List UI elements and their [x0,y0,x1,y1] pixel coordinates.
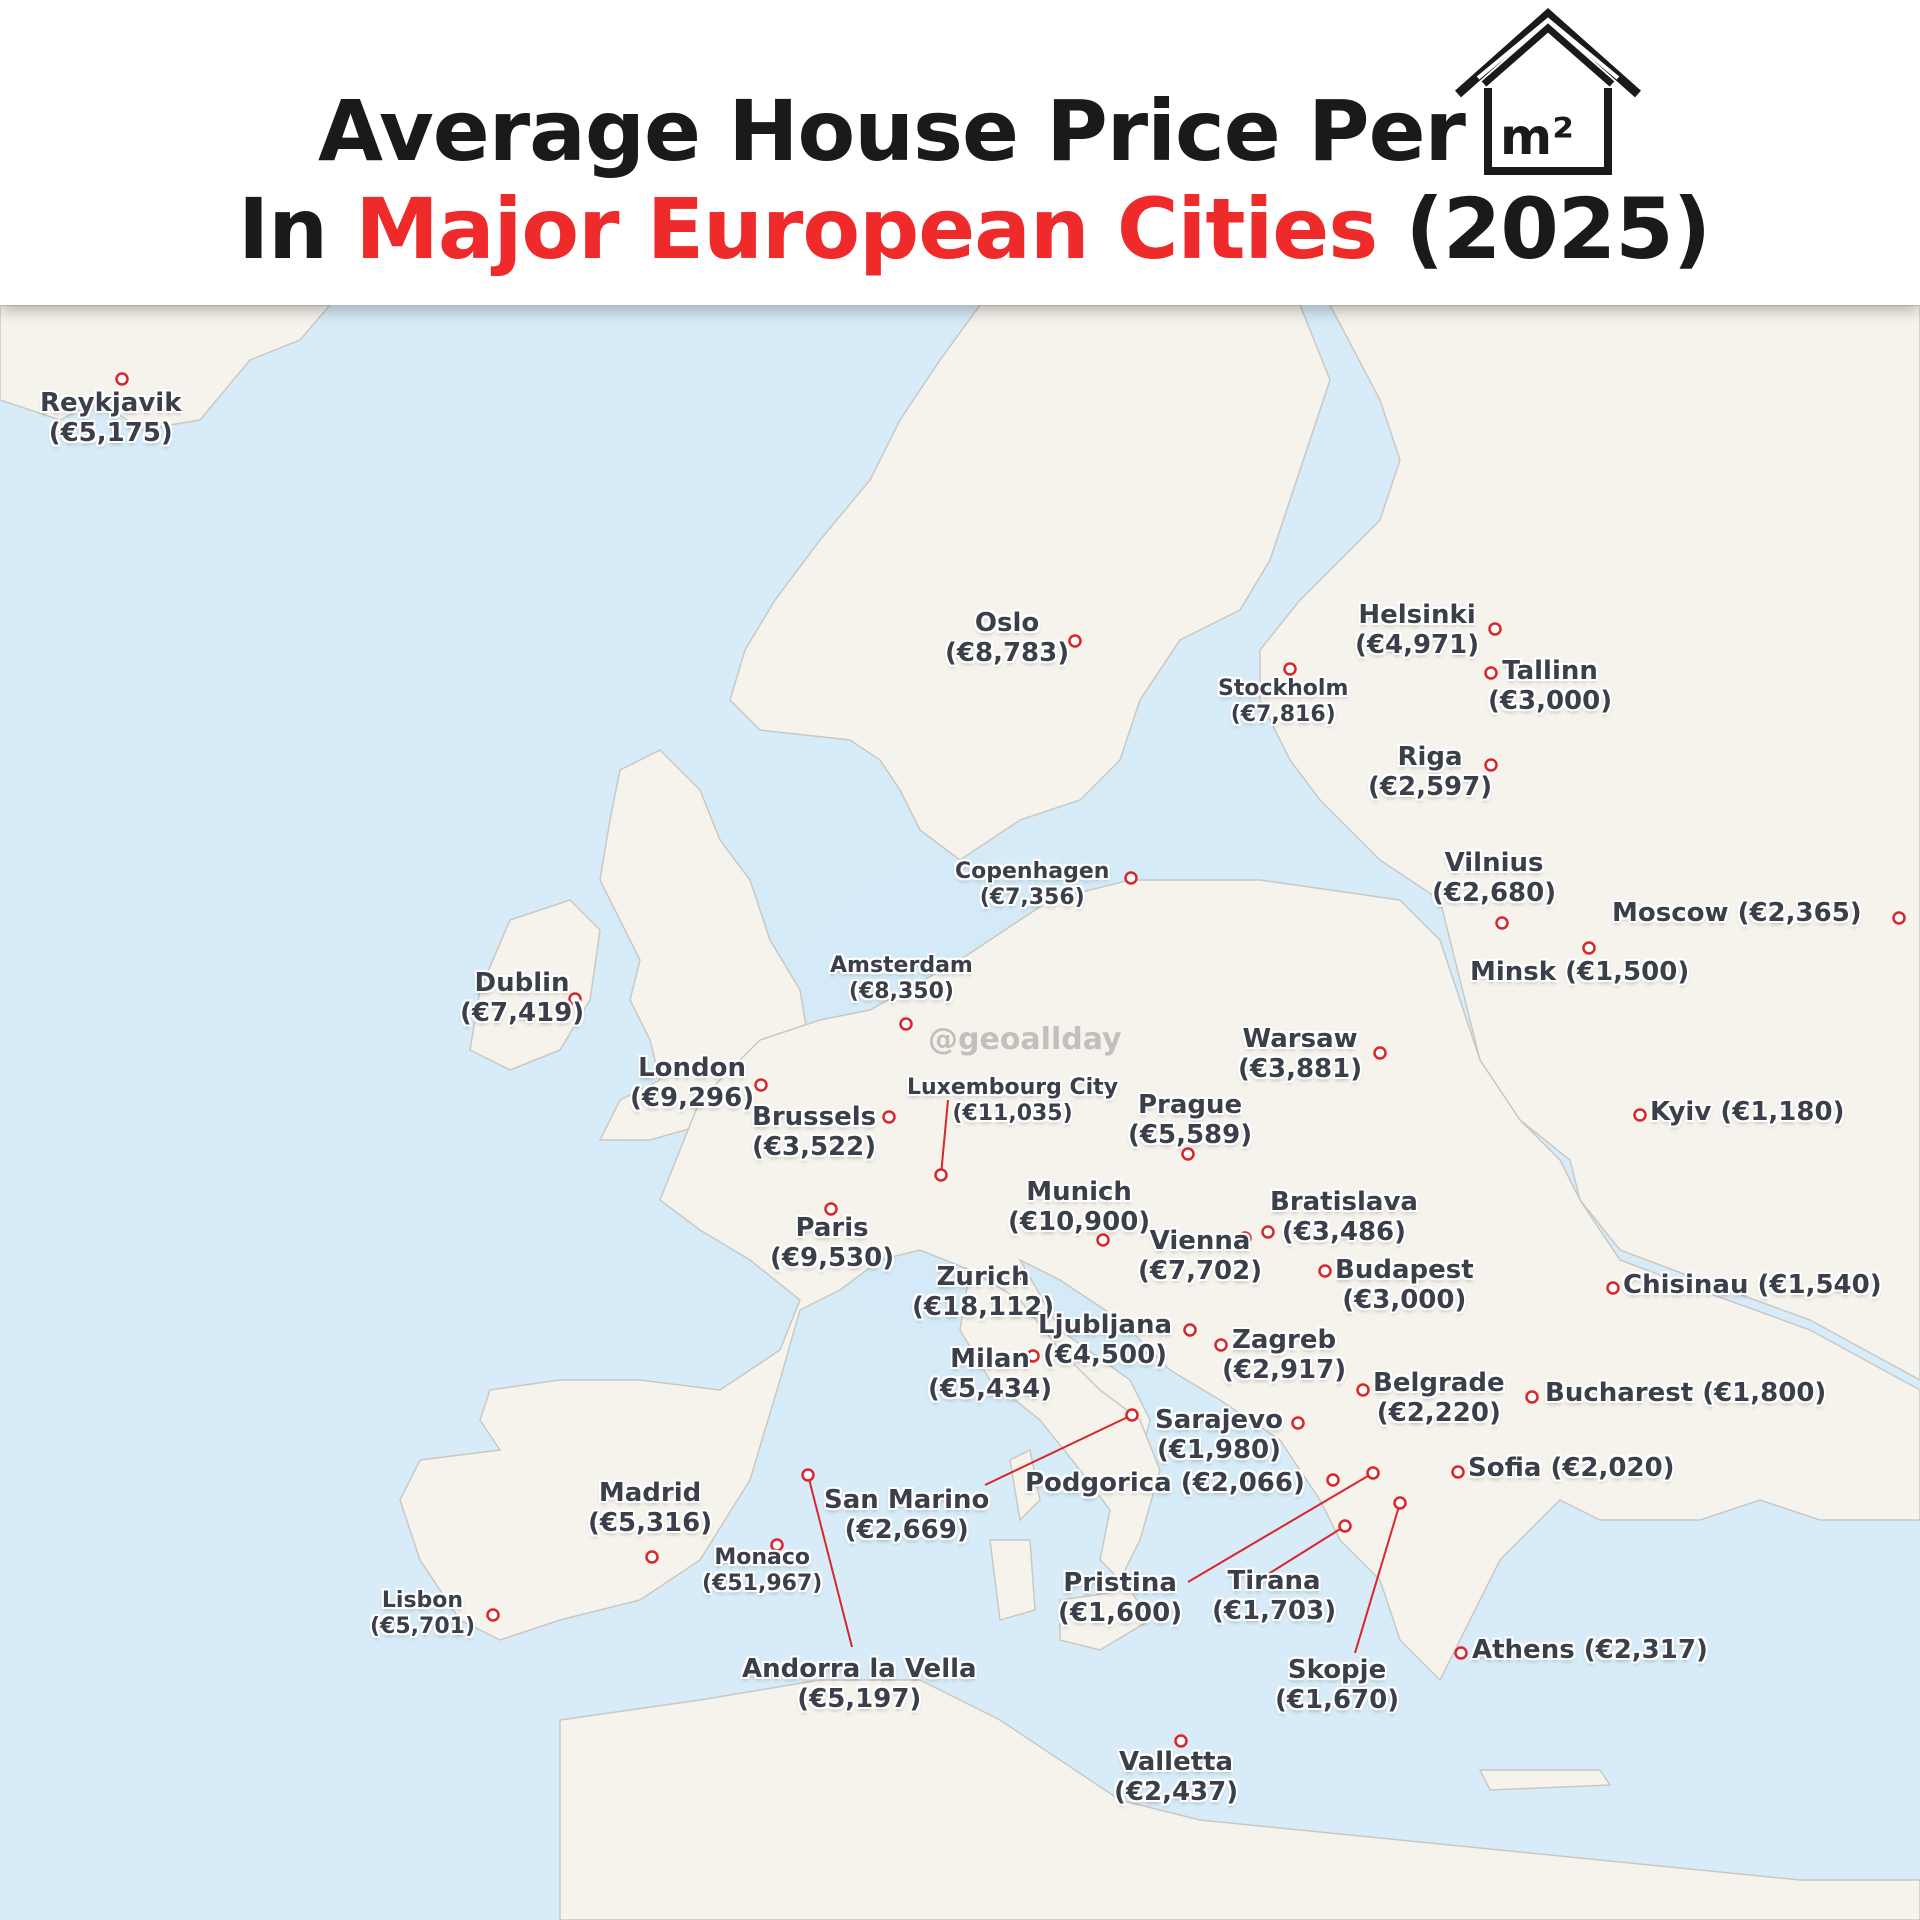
city-marker-sarajevo [1291,1416,1305,1430]
title-prefix: In [238,180,356,278]
land-crete [1478,1769,1612,1791]
leader-pristina [1187,1472,1374,1583]
city-marker-lisbon [486,1608,500,1622]
city-marker-podgorica [1326,1473,1340,1487]
city-marker-monaco [770,1538,784,1552]
leader-lines [807,1099,1401,1654]
city-marker-ljubljana [1183,1323,1197,1337]
leader-luxembourg [940,1099,949,1176]
city-marker-tallinn [1484,666,1498,680]
city-marker-andorra [801,1468,815,1482]
city-marker-chisinau [1606,1281,1620,1295]
title-accent: Major European Cities [355,180,1378,278]
land-continent [399,879,1920,1682]
title-suffix: (2025) [1377,180,1712,278]
city-marker-amsterdam [899,1017,913,1031]
city-marker-san_marino [1125,1408,1139,1422]
city-marker-moscow [1892,911,1906,925]
city-marker-stockholm [1283,662,1297,676]
city-marker-kyiv [1633,1108,1647,1122]
city-marker-reykjavik [115,372,129,386]
land-sardinia [989,1539,1036,1621]
land-north-africa [559,1679,1920,1920]
watermark: @geoallday [928,1022,1122,1057]
city-marker-paris [824,1202,838,1216]
leader-andorra [807,1474,853,1648]
city-marker-minsk [1582,941,1596,955]
denmark-strait-water [985,850,1060,880]
city-marker-luxembourg [934,1168,948,1182]
leader-skopje [1354,1502,1401,1654]
title-line-2: In Major European Cities (2025) [238,180,1712,278]
city-marker-athens [1454,1646,1468,1660]
city-marker-vilnius [1495,916,1509,930]
city-marker-milan [1026,1349,1040,1363]
land-ireland [469,899,601,1071]
city-marker-vienna [1238,1231,1252,1245]
city-marker-dublin [568,992,582,1006]
title-line-1: Average House Price Per [318,82,1466,180]
landmass [0,304,1920,1920]
city-marker-london [754,1078,768,1092]
land-finland-russia [1259,304,1920,1381]
city-marker-tirana [1338,1519,1352,1533]
land-corsica [1009,1448,1041,1522]
city-marker-helsinki [1488,622,1502,636]
city-marker-riga [1484,758,1498,772]
city-marker-pristina [1366,1466,1380,1480]
city-marker-zurich [1010,1267,1024,1281]
city-marker-madrid [645,1550,659,1564]
land-italy-boot [959,1268,1161,1582]
leader-san-marino [984,1414,1133,1486]
land-scandinavia [729,304,1331,861]
title-header: Average House Price Per m² In Major Euro… [0,0,1920,305]
land-sicily [1059,1589,1152,1651]
city-marker-belgrade [1356,1383,1370,1397]
city-marker-brussels [882,1110,896,1124]
house-icon [1455,7,1641,175]
city-marker-zagreb [1214,1338,1228,1352]
city-marker-munich [1096,1233,1110,1247]
city-marker-oslo [1068,634,1082,648]
city-marker-valletta [1174,1734,1188,1748]
city-markers [115,372,1906,1748]
land-iceland [0,304,332,431]
leader-tirana [1261,1525,1346,1579]
city-marker-copenhagen [1124,871,1138,885]
city-marker-sofia [1451,1465,1465,1479]
city-marker-skopje [1393,1496,1407,1510]
city-marker-bucharest [1525,1390,1539,1404]
city-marker-budapest [1318,1264,1332,1278]
city-marker-warsaw [1373,1046,1387,1060]
city-marker-prague [1181,1147,1195,1161]
city-marker-bratislava [1261,1225,1275,1239]
unit-label: m² [1500,108,1574,166]
